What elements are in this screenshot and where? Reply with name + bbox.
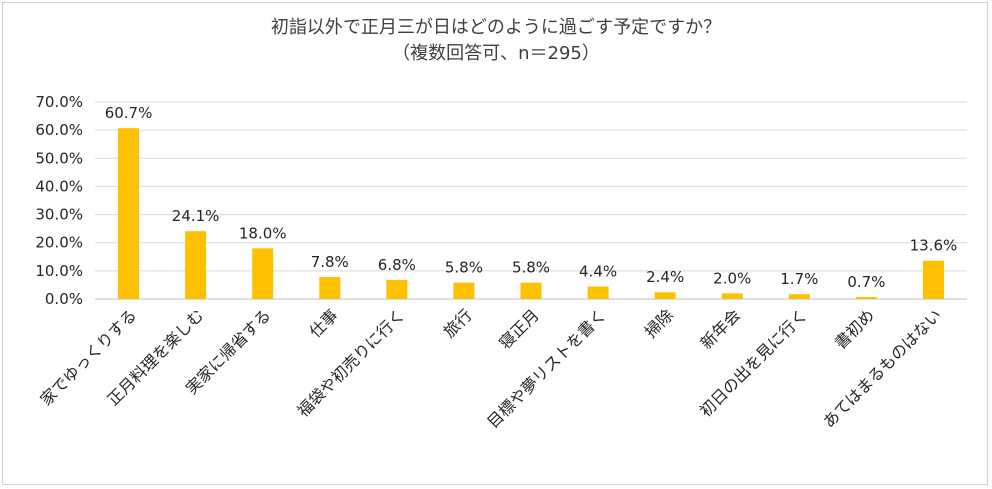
x-tick-label: 旅行 <box>440 305 476 341</box>
y-tick-label: 10.0% <box>35 262 83 280</box>
x-tick-label: 掃除 <box>641 305 677 341</box>
x-tick-label: 寝正月 <box>495 305 542 352</box>
bar <box>185 231 207 299</box>
y-tick-label: 50.0% <box>35 149 83 167</box>
data-label: 5.8% <box>512 259 550 277</box>
data-label: 24.1% <box>172 207 220 225</box>
bar <box>386 279 408 299</box>
y-tick-label: 60.0% <box>35 121 83 139</box>
chart-subtitle: （複数回答可、n＝295） <box>392 43 600 64</box>
y-tick-label: 40.0% <box>35 177 83 195</box>
bar <box>118 128 140 299</box>
bar <box>319 277 341 299</box>
bar <box>721 293 743 299</box>
data-label: 6.8% <box>378 256 416 274</box>
data-label: 5.8% <box>445 259 483 277</box>
bar <box>855 297 877 299</box>
x-tick-label: 仕事 <box>306 305 342 341</box>
y-tick-label: 0.0% <box>45 290 83 308</box>
y-tick-label: 70.0% <box>35 93 83 111</box>
data-label: 1.7% <box>780 270 818 288</box>
data-label: 60.7% <box>105 104 153 122</box>
data-label: 2.4% <box>646 268 684 286</box>
x-tick-label: 目標や夢リストを書く <box>483 305 610 432</box>
y-tick-label: 20.0% <box>35 234 83 252</box>
data-label: 0.7% <box>847 273 885 291</box>
bar <box>453 282 475 299</box>
bar <box>520 282 542 299</box>
data-label: 4.4% <box>579 263 617 281</box>
data-label: 13.6% <box>910 237 958 255</box>
y-tick-label: 30.0% <box>35 206 83 224</box>
bar <box>587 286 609 299</box>
bar <box>654 292 676 299</box>
bar <box>252 248 274 299</box>
x-tick-label: 新年会 <box>697 305 744 352</box>
x-tick-label: あてはまるものはない <box>819 305 945 431</box>
data-label: 18.0% <box>239 224 287 242</box>
x-tick-label: 書初め <box>831 305 878 352</box>
bar <box>788 294 810 299</box>
chart-title: 初詣以外で正月三が日はどのように過ごす予定ですか？ <box>270 17 722 38</box>
data-label: 2.0% <box>713 269 751 287</box>
bar <box>922 260 944 299</box>
data-label: 7.8% <box>311 253 349 271</box>
